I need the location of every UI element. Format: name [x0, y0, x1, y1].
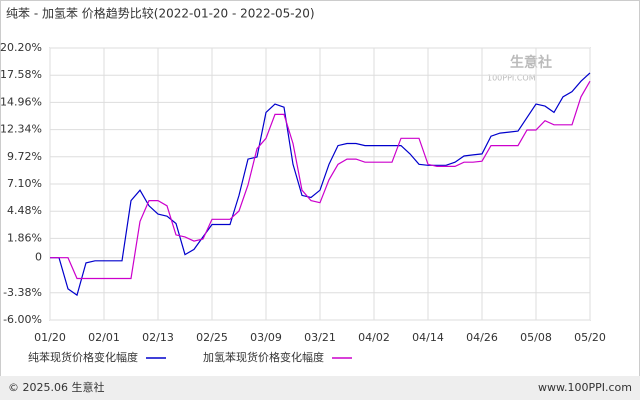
y-tick-label: 7.10%	[7, 177, 42, 190]
y-tick-label: 20.20%	[0, 41, 42, 54]
x-tick-label: 02/25	[196, 331, 228, 344]
y-tick-label: -3.38%	[3, 286, 42, 299]
footer-bar	[0, 376, 640, 400]
y-tick-label: -6.00%	[3, 313, 42, 326]
x-tick-label: 04/26	[466, 331, 498, 344]
y-tick-label: 0	[35, 251, 42, 264]
line-series	[50, 72, 591, 297]
x-tick-label: 02/13	[142, 331, 174, 344]
footer-right: www.100PPI.com	[538, 381, 632, 394]
legend-label: 加氢苯现货价格变化幅度	[203, 350, 324, 364]
x-tick-label: 05/08	[520, 331, 552, 344]
x-tick-label: 01/20	[34, 331, 66, 344]
watermark: 生意社	[510, 54, 552, 71]
x-tick-label: 04/14	[412, 331, 444, 344]
y-tick-label: 9.72%	[7, 150, 42, 163]
y-tick-label: 14.96%	[0, 95, 42, 108]
line-series	[50, 80, 591, 280]
footer-left: © 2025.06 生意社	[8, 380, 104, 394]
x-tick-label: 03/21	[304, 331, 336, 344]
y-tick-label: 4.48%	[7, 204, 42, 217]
watermark: 100PPI.COM	[487, 74, 536, 83]
x-tick-label: 02/01	[88, 331, 120, 344]
y-tick-label: 17.58%	[0, 68, 42, 81]
y-tick-label: 12.34%	[0, 123, 42, 136]
y-tick-label: 1.86%	[7, 231, 42, 244]
x-tick-label: 04/02	[358, 331, 390, 344]
chart-title: 纯苯 - 加氢苯 价格趋势比较(2022-01-20 - 2022-05-20)	[6, 6, 315, 21]
x-tick-label: 03/09	[250, 331, 282, 344]
legend-label: 纯苯现货价格变化幅度	[28, 350, 138, 364]
x-tick-label: 05/20	[574, 331, 606, 344]
